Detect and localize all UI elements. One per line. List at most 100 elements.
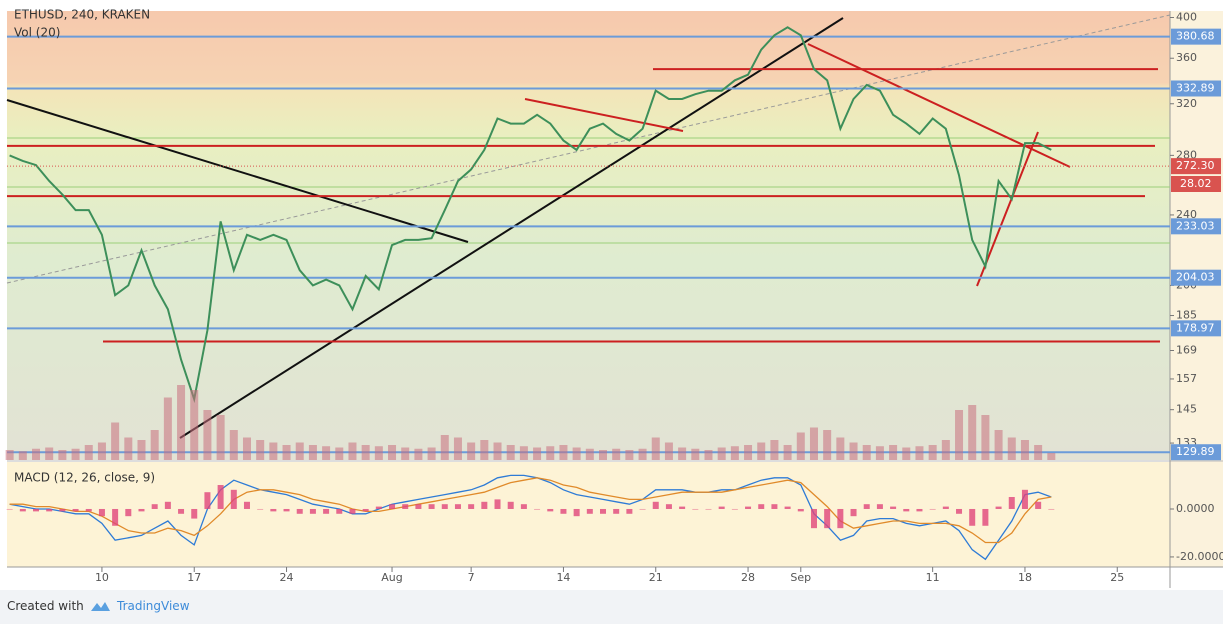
macd-line bbox=[9, 474, 1052, 561]
macd-histogram-bar bbox=[863, 504, 870, 509]
macd-histogram-bar bbox=[138, 508, 145, 512]
x-tick-label: Sep bbox=[790, 571, 811, 584]
volume-bar bbox=[862, 445, 871, 460]
macd-histogram-bar bbox=[270, 508, 277, 512]
last-volume-label: 28.02 bbox=[1180, 177, 1212, 190]
volume-bar bbox=[84, 445, 93, 460]
volume-bar bbox=[625, 450, 634, 460]
volume-bar bbox=[1020, 440, 1029, 460]
macd-histogram-bar bbox=[731, 508, 738, 510]
logo bbox=[91, 602, 110, 611]
y-tick-label: 0.0000 bbox=[1176, 502, 1215, 515]
macd-histogram-bar bbox=[112, 508, 119, 526]
trend-line bbox=[524, 98, 684, 132]
drawings bbox=[6, 17, 1170, 454]
macd-histogram-bar bbox=[1021, 489, 1028, 509]
volume-bar bbox=[955, 410, 964, 460]
macd-histogram-bar bbox=[98, 508, 105, 517]
volume-bar bbox=[229, 430, 238, 460]
price-line bbox=[9, 26, 1052, 404]
macd-histogram-bar bbox=[850, 508, 857, 517]
y-tick-label: 185 bbox=[1176, 309, 1197, 322]
macd-histogram-bar bbox=[745, 506, 752, 509]
macd-histogram-bar bbox=[837, 508, 844, 529]
volume-bar bbox=[414, 448, 423, 460]
macd-pane bbox=[7, 462, 1170, 567]
x-tick-label: 11 bbox=[926, 571, 940, 584]
volume-bar bbox=[836, 437, 845, 460]
macd-histogram-bar bbox=[1008, 497, 1015, 509]
macd-histogram-bar bbox=[1035, 501, 1042, 509]
macd-histogram-bar bbox=[283, 508, 290, 512]
volume-bar bbox=[361, 445, 370, 460]
level-label: 332.89 bbox=[1176, 81, 1215, 94]
footer-brand[interactable]: TradingView bbox=[117, 599, 190, 613]
macd-histogram-bar bbox=[810, 508, 817, 529]
volume-bar bbox=[889, 445, 898, 460]
volume-bar bbox=[612, 448, 621, 460]
macd-histogram-bar bbox=[916, 508, 923, 512]
level-label: 380.68 bbox=[1176, 30, 1215, 43]
volume-bar bbox=[678, 447, 687, 460]
volume-bar bbox=[757, 442, 766, 460]
macd-histogram-bar bbox=[441, 504, 448, 509]
macd-histogram-bar bbox=[217, 485, 224, 509]
macd-histogram-bar bbox=[665, 504, 672, 509]
x-tick-label: 18 bbox=[1018, 571, 1032, 584]
level-label: 178.97 bbox=[1176, 321, 1215, 334]
y-tick-label: 280 bbox=[1176, 148, 1197, 161]
volume-bar bbox=[664, 442, 673, 460]
volume-bar bbox=[269, 442, 278, 460]
macd-histogram-bar bbox=[59, 508, 66, 512]
volume-bar bbox=[45, 447, 54, 460]
volume-bar bbox=[150, 430, 159, 460]
volume-bar bbox=[717, 447, 726, 460]
macd-legend: MACD (12, 26, close, 9) bbox=[14, 471, 155, 485]
macd-histogram-bar bbox=[573, 508, 580, 517]
volume-bar bbox=[941, 440, 950, 460]
x-tick-label: 17 bbox=[187, 571, 201, 584]
macd-histogram-bar bbox=[771, 504, 778, 509]
macd-histogram-bar bbox=[178, 508, 185, 514]
macd-histogram-bar bbox=[336, 508, 343, 514]
volume-bar bbox=[559, 445, 568, 460]
volume-bar bbox=[322, 446, 331, 460]
volume-bar bbox=[348, 442, 357, 460]
volume-bar bbox=[968, 405, 977, 460]
volume-bar bbox=[533, 447, 542, 460]
volume-bar bbox=[546, 446, 555, 460]
macd-histogram-bar bbox=[191, 508, 198, 519]
trend-line bbox=[6, 14, 1171, 284]
x-tick-label: 25 bbox=[1110, 571, 1124, 584]
volume-bar bbox=[467, 442, 476, 460]
y-tick-label: 360 bbox=[1176, 51, 1197, 64]
volume-bar bbox=[849, 442, 858, 460]
x-tick-label: 14 bbox=[556, 571, 570, 584]
level-label-box bbox=[1171, 320, 1221, 337]
volume-bar bbox=[163, 397, 172, 460]
volume-bar bbox=[493, 442, 502, 460]
level-label-box bbox=[1171, 218, 1221, 235]
volume-bar bbox=[32, 448, 41, 460]
volume-bar bbox=[124, 437, 133, 460]
volume-bar bbox=[572, 447, 581, 460]
volume-bar bbox=[282, 445, 291, 460]
volume-bar bbox=[823, 430, 832, 460]
macd-histogram-bar bbox=[903, 508, 910, 512]
footer-text: Created with bbox=[7, 599, 84, 613]
volume-bar bbox=[691, 448, 700, 460]
macd-histogram-bar bbox=[415, 504, 422, 509]
macd-histogram-bar bbox=[639, 508, 646, 510]
macd-histogram-bar bbox=[72, 508, 79, 512]
volume-bar bbox=[111, 422, 120, 460]
price-axis bbox=[1170, 11, 1223, 567]
volume-bar bbox=[651, 437, 660, 460]
macd-histogram-bar bbox=[204, 492, 211, 509]
macd-histogram-bar bbox=[481, 501, 488, 509]
y-tick-label: 157 bbox=[1176, 372, 1197, 385]
volume-bar bbox=[5, 450, 14, 460]
chart: ETHUSD, 240, KRAKEN Vol (20) MACD (12, 2… bbox=[5, 8, 1223, 588]
volume-bar bbox=[770, 440, 779, 460]
macd-histogram-bar bbox=[19, 508, 26, 512]
